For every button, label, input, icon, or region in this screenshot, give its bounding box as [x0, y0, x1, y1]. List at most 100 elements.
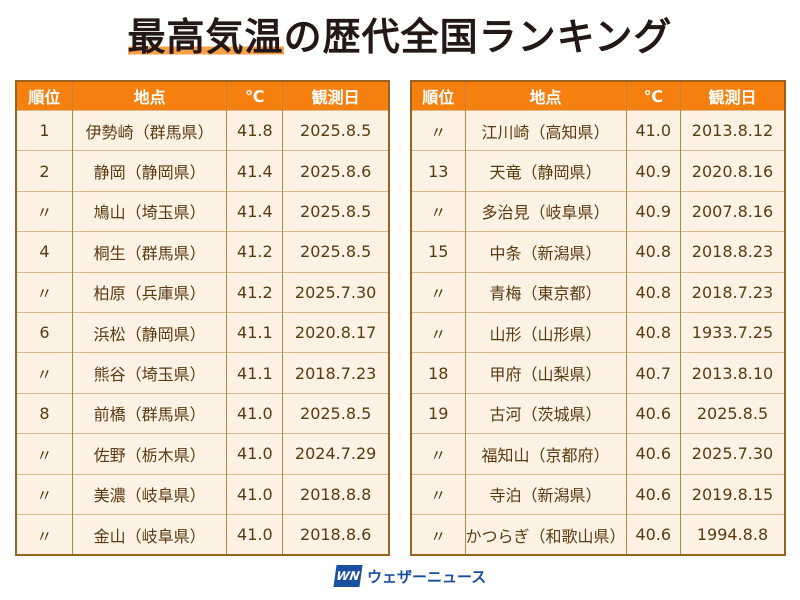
rank-cell: 〃: [16, 513, 73, 556]
table-row: 15 中条（新潟県） 40.8 2018.8.23: [411, 231, 785, 273]
date-cell: 2024.7.29: [282, 433, 389, 475]
location-cell: 山形（山形県）: [464, 311, 627, 353]
temp-cell: 41.0: [226, 433, 283, 475]
table-row: 〃江川崎（高知県） 41.0 2013.8.12: [411, 109, 785, 151]
temp-cell: 41.1: [226, 311, 283, 353]
table-row: 1 伊勢崎（群馬県） 41.8 2025.8.5: [16, 109, 389, 151]
location-cell: 青梅（東京都）: [464, 271, 627, 313]
rank-cell: 4: [16, 231, 73, 273]
table-row: 〃福知山（京都府） 40.6 2025.7.30: [411, 433, 785, 475]
table-row: 13 天竜（静岡県） 40.9 2020.8.16: [411, 150, 785, 192]
temp-cell: 40.9: [625, 190, 681, 232]
table-row: 6 浜松（静岡県） 41.1 2020.8.17: [16, 311, 389, 353]
temp-cell: 40.9: [625, 150, 681, 192]
rank-cell: 1: [16, 109, 73, 151]
location-cell: 桐生（群馬県）: [71, 231, 227, 273]
date-cell: 2013.8.12: [680, 109, 785, 151]
date-cell: 2018.8.8: [282, 473, 389, 515]
table-row: 〃熊谷（埼玉県） 41.1 2018.7.23: [16, 352, 389, 394]
table-row: 19 古河（茨城県） 40.6 2025.8.5: [411, 392, 785, 434]
header-row: 順位 地点 ℃ 観測日: [16, 81, 389, 111]
col-rank: 順位: [16, 81, 73, 111]
page-title: 最高気温の歴代全国ランキング: [0, 6, 800, 61]
temp-cell: 41.0: [226, 513, 283, 556]
table-row: 〃多治見（岐阜県） 40.9 2007.8.16: [411, 190, 785, 232]
temp-cell: 40.6: [625, 392, 681, 434]
location-cell: 柏原（兵庫県）: [71, 271, 227, 313]
location-cell: 古河（茨城県）: [464, 392, 627, 434]
temp-cell: 41.2: [226, 271, 283, 313]
header-row: 順位 地点 ℃ 観測日: [411, 81, 785, 111]
title-rest: の歴代全国ランキング: [283, 15, 673, 59]
col-location: 地点: [464, 81, 627, 111]
temp-cell: 40.6: [625, 473, 681, 515]
date-cell: 2018.8.23: [680, 231, 785, 273]
location-cell: かつらぎ（和歌山県）: [464, 513, 627, 556]
date-cell: 2025.8.5: [282, 190, 389, 232]
location-cell: 美濃（岐阜県）: [71, 473, 227, 515]
col-temp: ℃: [625, 81, 681, 111]
rank-cell: 〃: [411, 109, 465, 151]
location-cell: 寺泊（新潟県）: [464, 473, 627, 515]
temp-cell: 41.4: [226, 190, 283, 232]
table-row: 〃寺泊（新潟県） 40.6 2019.8.15: [411, 473, 785, 515]
location-cell: 前橋（群馬県）: [71, 392, 227, 434]
date-cell: 2018.7.23: [282, 352, 389, 394]
title-highlight: 最高気温: [127, 15, 284, 59]
table-row: 〃鳩山（埼玉県） 41.4 2025.8.5: [16, 190, 389, 232]
weathernews-logo: WN ウェザーニュース: [333, 565, 487, 587]
logo-text: ウェザーニュース: [367, 567, 487, 586]
rank-cell: 〃: [16, 433, 73, 475]
table-row: 〃美濃（岐阜県） 41.0 2018.8.8: [16, 473, 389, 515]
col-temp: ℃: [226, 81, 283, 111]
rank-cell: 〃: [411, 433, 465, 475]
table-row: 2 静岡（静岡県） 41.4 2025.8.6: [16, 150, 389, 192]
table-row: 18 甲府（山梨県） 40.7 2013.8.10: [411, 352, 785, 394]
temp-cell: 40.8: [625, 271, 681, 313]
rank-cell: 18: [411, 352, 465, 394]
date-cell: 2018.7.23: [680, 271, 785, 313]
table-row: 4 桐生（群馬県） 41.2 2025.8.5: [16, 231, 389, 273]
date-cell: 2025.8.6: [282, 150, 389, 192]
date-cell: 2025.7.30: [680, 433, 785, 475]
temp-cell: 41.0: [226, 392, 283, 434]
temp-cell: 41.1: [226, 352, 283, 394]
rank-cell: 〃: [411, 513, 465, 556]
rank-cell: 13: [411, 150, 465, 192]
rank-cell: 〃: [411, 473, 465, 515]
table-row: 〃柏原（兵庫県） 41.2 2025.7.30: [16, 271, 389, 313]
location-cell: 鳩山（埼玉県）: [71, 190, 227, 232]
date-cell: 2025.8.5: [282, 231, 389, 273]
date-cell: 2020.8.17: [282, 311, 389, 353]
location-cell: 佐野（栃木県）: [71, 433, 227, 475]
location-cell: 伊勢崎（群馬県）: [71, 109, 227, 151]
location-cell: 金山（岐阜県）: [71, 513, 227, 556]
date-cell: 1994.8.8: [680, 513, 785, 556]
temp-cell: 40.6: [625, 513, 681, 556]
temp-cell: 41.0: [625, 109, 681, 151]
ranking-table-left: 順位 地点 ℃ 観測日 1 伊勢崎（群馬県） 41.8 2025.8.5 2 静岡（静岡県…: [15, 80, 390, 557]
date-cell: 2007.8.16: [680, 190, 785, 232]
temp-cell: 41.0: [226, 473, 283, 515]
table-row: 〃金山（岐阜県） 41.0 2018.8.6: [16, 513, 389, 556]
table-row: 〃かつらぎ（和歌山県） 40.6 1994.8.8: [411, 513, 785, 556]
location-cell: 甲府（山梨県）: [464, 352, 627, 394]
temp-cell: 40.8: [625, 231, 681, 273]
rank-cell: 6: [16, 311, 73, 353]
date-cell: 2019.8.15: [680, 473, 785, 515]
date-cell: 2025.7.30: [282, 271, 389, 313]
date-cell: 2025.8.5: [282, 392, 389, 434]
temp-cell: 41.2: [226, 231, 283, 273]
date-cell: 2018.8.6: [282, 513, 389, 556]
rank-cell: 19: [411, 392, 465, 434]
location-cell: 静岡（静岡県）: [71, 150, 227, 192]
logo-mark-icon: WN: [333, 565, 363, 587]
temp-cell: 40.6: [625, 433, 681, 475]
ranking-table-right: 順位 地点 ℃ 観測日 〃江川崎（高知県） 41.0 2013.8.12 13 天竜（静…: [410, 80, 786, 557]
rank-cell: 15: [411, 231, 465, 273]
rank-cell: 〃: [411, 311, 465, 353]
col-location: 地点: [71, 81, 227, 111]
table-row: 〃山形（山形県） 40.8 1933.7.25: [411, 311, 785, 353]
table-row: 〃青梅（東京都） 40.8 2018.7.23: [411, 271, 785, 313]
location-cell: 中条（新潟県）: [464, 231, 627, 273]
